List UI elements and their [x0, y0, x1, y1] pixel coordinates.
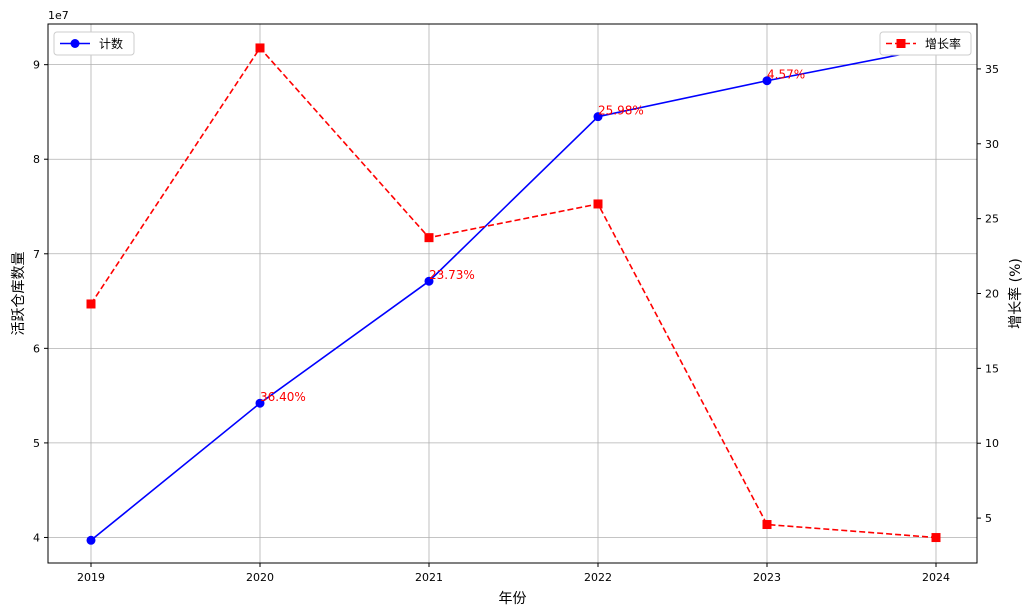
x-tick-label: 2020	[246, 571, 274, 584]
growth-rate-series-line	[90, 46, 937, 539]
x-tick-label: 2024	[922, 571, 950, 584]
growth-rate-point	[424, 233, 434, 243]
count-point	[593, 112, 603, 122]
x-tick-label: 2023	[753, 571, 781, 584]
right-y-tick-label: 10	[985, 437, 999, 450]
x-axis: 2019 2020 2021 2022 2023 2024	[77, 563, 950, 584]
legend-left-label: 计数	[99, 36, 123, 51]
left-y-tick-label: 7	[33, 248, 40, 261]
legend-right-swatch-marker	[896, 39, 906, 48]
growth-rate-point	[762, 520, 772, 530]
growth-rate-point	[931, 533, 941, 543]
growth-annotation: 36.40%	[260, 390, 306, 404]
count-point	[255, 398, 265, 408]
right-y-tick-label: 25	[985, 213, 999, 226]
legend-left-swatch-marker	[70, 39, 80, 48]
legend-left: 计数	[53, 31, 135, 56]
count-point	[86, 535, 96, 545]
legend-right-label: 增长率	[925, 36, 961, 51]
count-point	[424, 276, 434, 286]
left-y-tick-label: 4	[33, 531, 40, 544]
left-y-tick-label: 6	[33, 342, 40, 355]
grid-layer	[48, 24, 977, 563]
plot-frame	[47, 23, 978, 564]
right-y-tick-label: 30	[985, 138, 999, 151]
growth-annotation: 4.57%	[767, 68, 805, 82]
count-point	[762, 76, 772, 86]
left-y-axis: 4 5 6 7 8 9	[33, 59, 48, 544]
x-tick-label: 2019	[77, 571, 105, 584]
left-y-tick-label: 9	[33, 59, 40, 72]
count-series-line	[90, 46, 937, 541]
right-y-axis: 5 10 15 20 25 30 35	[977, 63, 999, 525]
left-y-axis-title: 活跃仓库数量	[11, 252, 27, 336]
legend-right-box	[879, 31, 972, 56]
growth-annotation: 25.98%	[598, 104, 644, 118]
growth-rate-point	[86, 299, 96, 309]
left-y-tick-label: 5	[33, 437, 40, 450]
x-axis-title: 年份	[499, 591, 527, 607]
legend-left-box	[53, 31, 135, 56]
legend-right: 增长率	[879, 31, 972, 56]
right-y-tick-label: 20	[985, 288, 999, 301]
series-layer	[86, 43, 941, 545]
right-y-tick-label: 15	[985, 362, 999, 375]
x-tick-label: 2021	[415, 571, 443, 584]
right-y-tick-label: 5	[985, 512, 992, 525]
growth-annotation: 23.73%	[429, 268, 475, 282]
annotation-layer: 36.40% 23.73% 25.98% 4.57%	[260, 68, 805, 404]
growth-rate-point	[593, 199, 603, 209]
growth-rate-point	[255, 43, 265, 53]
right-y-axis-title: 增长率 (%)	[1007, 258, 1024, 329]
right-y-tick-label: 35	[985, 63, 999, 76]
x-tick-label: 2022	[584, 571, 612, 584]
left-y-tick-label: 8	[33, 153, 40, 166]
left-axis-scale-label: 1e7	[48, 9, 69, 22]
